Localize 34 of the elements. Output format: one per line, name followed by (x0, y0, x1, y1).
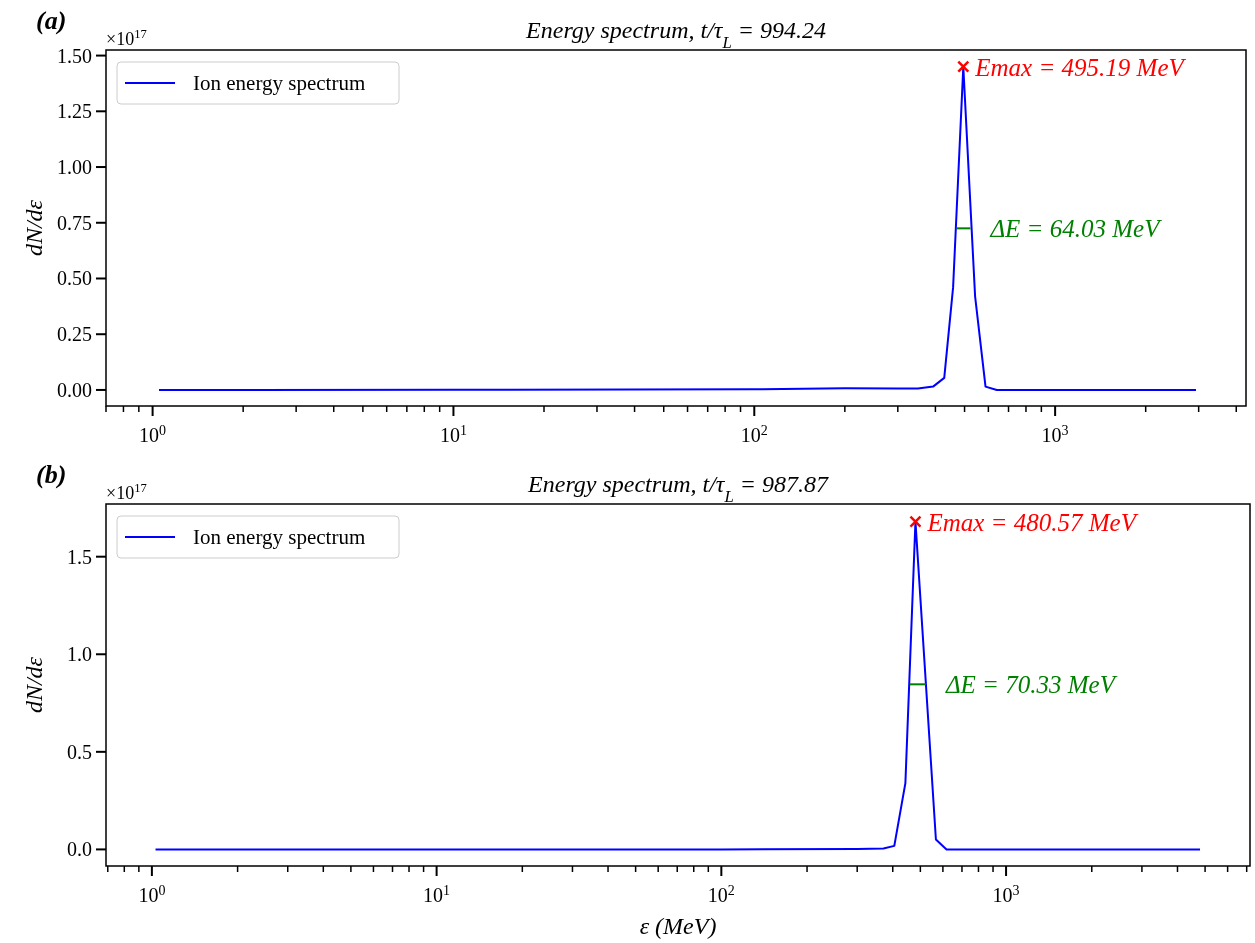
y-axis-title: dN/dε (21, 199, 47, 257)
x-tick-label: 10$^{1}$ (439, 422, 467, 446)
annotation: ΔE = 64.03 MeV (989, 215, 1163, 243)
annotation: Emax = 495.19 MeV (974, 53, 1187, 81)
text: (a) (36, 6, 67, 35)
annotation: Emax = 480.57 MeV (926, 508, 1139, 536)
y-tick-label: 0.25 (57, 323, 92, 346)
x-tick-label: 10$^{3}$ (992, 882, 1020, 906)
text: ×10$^{17}$ (106, 481, 147, 503)
legend-label: Ion energy spectrum (193, 525, 366, 549)
y-tick-label: 1.25 (57, 100, 92, 123)
x-tick-label: 10$^{3}$ (1041, 422, 1069, 446)
x-axis-title: ε (MeV) (639, 913, 717, 939)
y-tick-label: 0.5 (67, 740, 92, 763)
y-tick-label: 0.0 (67, 838, 92, 861)
x-tick-label: 10$^{2}$ (707, 882, 735, 906)
text: (b) (36, 460, 67, 489)
annotation: ΔE = 70.33 MeV (944, 671, 1118, 699)
x-tick-label: 10$^{0}$ (139, 422, 167, 446)
x-tick-label: 10$^{0}$ (138, 882, 166, 906)
x-tick-label: 10$^{1}$ (423, 882, 451, 906)
y-tick-label: 1.50 (57, 44, 92, 67)
y-tick-label: 0.75 (57, 211, 92, 234)
y-tick-label: 1.00 (57, 156, 92, 179)
y-tick-label: 0.00 (57, 378, 92, 401)
y-tick-label: 1.0 (67, 643, 92, 666)
y-axis-title: dN/dε (21, 656, 47, 714)
text: ×10$^{17}$ (106, 27, 147, 49)
x-tick-label: 10$^{2}$ (740, 422, 768, 446)
chart-title: Energy spectrum, t/τ$_{L}$ = 987.87 (527, 471, 829, 506)
legend-label: Ion energy spectrum (193, 71, 366, 95)
chart-title: Energy spectrum, t/τ$_{L}$ = 994.24 (525, 17, 826, 52)
y-tick-label: 0.50 (57, 267, 92, 290)
y-tick-label: 1.5 (67, 545, 92, 568)
